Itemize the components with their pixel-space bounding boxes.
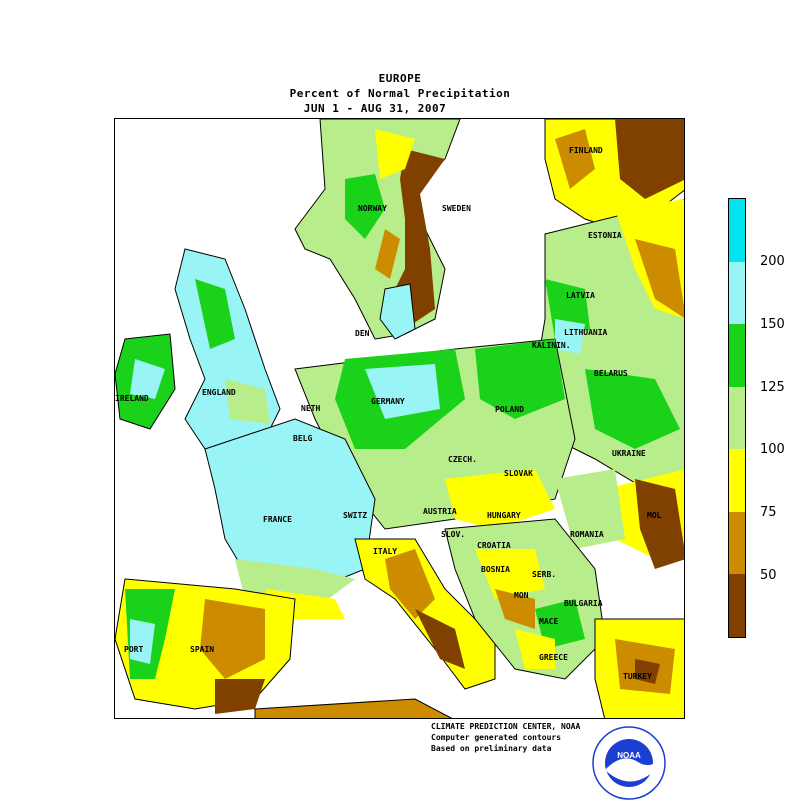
legend-band bbox=[729, 261, 745, 325]
legend-label-125: 125 bbox=[760, 380, 785, 395]
noaa-logo-text: NOAA bbox=[617, 751, 641, 760]
legend-band bbox=[729, 386, 745, 450]
label-montenegro: MON bbox=[514, 591, 529, 600]
label-sweden: SWEDEN bbox=[442, 204, 471, 213]
map-title: EUROPE bbox=[378, 72, 422, 85]
label-italy: ITALY bbox=[373, 547, 398, 556]
region-denmark bbox=[379, 283, 416, 340]
credits-line-2: Computer generated contours bbox=[431, 733, 562, 742]
label-slovenia: SLOV. bbox=[441, 530, 466, 539]
label-england: ENGLAND bbox=[202, 388, 236, 397]
legend-band bbox=[729, 449, 745, 512]
label-poland: POLAND bbox=[495, 405, 524, 414]
credits-line-1: CLIMATE PREDICTION CENTER, NOAA bbox=[431, 722, 581, 731]
label-croatia: CROATIA bbox=[477, 541, 511, 550]
label-ireland: IRELAND bbox=[115, 394, 149, 403]
legend-band bbox=[729, 574, 745, 637]
label-austria: AUSTRIA bbox=[423, 507, 457, 516]
label-germany: GERMANY bbox=[371, 397, 405, 406]
map-canvas bbox=[115, 119, 684, 718]
legend-label-150: 150 bbox=[760, 317, 785, 332]
label-greece: GREECE bbox=[539, 653, 568, 662]
label-lithuania: LITHUANIA bbox=[564, 328, 608, 337]
label-slovakia: SLOVAK bbox=[504, 469, 533, 478]
label-finland: FINLAND bbox=[569, 146, 603, 155]
credits: CLIMATE PREDICTION CENTER, NOAA Computer… bbox=[431, 721, 580, 754]
label-macedonia: MACE bbox=[539, 617, 559, 626]
label-serbia: SERB. bbox=[532, 570, 557, 579]
region-north-africa bbox=[254, 698, 453, 718]
label-ukraine: UKRAINE bbox=[612, 449, 646, 458]
label-romania: ROMANIA bbox=[570, 530, 604, 539]
label-norway: NORWAY bbox=[358, 204, 387, 213]
precipitation-map: FINLAND NORWAY SWEDEN ESTONIA LATVIA LIT… bbox=[114, 118, 685, 719]
label-kaliningrad: KALININ. bbox=[532, 341, 571, 350]
label-spain: SPAIN bbox=[190, 645, 215, 654]
map-period: JUN 1 - AUG 31, 2007 bbox=[303, 102, 447, 115]
label-belarus: BELARUS bbox=[594, 369, 628, 378]
label-france: FRANCE bbox=[263, 515, 292, 524]
noaa-logo: NOAA bbox=[592, 726, 666, 800]
map-subtitle: Percent of Normal Precipitation bbox=[289, 87, 511, 100]
label-turkey: TURKEY bbox=[623, 672, 652, 681]
label-czech: CZECH. bbox=[448, 455, 477, 464]
legend-label-75: 75 bbox=[760, 505, 777, 520]
label-denmark: DEN bbox=[355, 329, 370, 338]
legend-band bbox=[729, 324, 745, 387]
color-legend bbox=[728, 198, 746, 638]
legend-label-50: 50 bbox=[760, 568, 777, 583]
label-bulgaria: BULGARIA bbox=[564, 599, 603, 608]
label-latvia: LATVIA bbox=[566, 291, 595, 300]
legend-band bbox=[729, 511, 745, 575]
label-netherlands: NETH bbox=[301, 404, 321, 413]
label-belgium: BELG bbox=[293, 434, 313, 443]
label-bosnia: BOSNIA bbox=[481, 565, 510, 574]
label-portugal: PORT bbox=[124, 645, 144, 654]
label-moldova: MOL bbox=[647, 511, 662, 520]
label-hungary: HUNGARY bbox=[487, 511, 521, 520]
credits-line-3: Based on preliminary data bbox=[431, 744, 552, 753]
legend-label-100: 100 bbox=[760, 442, 785, 457]
legend-band bbox=[729, 199, 745, 262]
legend-label-200: 200 bbox=[760, 254, 785, 269]
label-switzerland: SWITZ bbox=[343, 511, 368, 520]
label-estonia: ESTONIA bbox=[588, 231, 622, 240]
